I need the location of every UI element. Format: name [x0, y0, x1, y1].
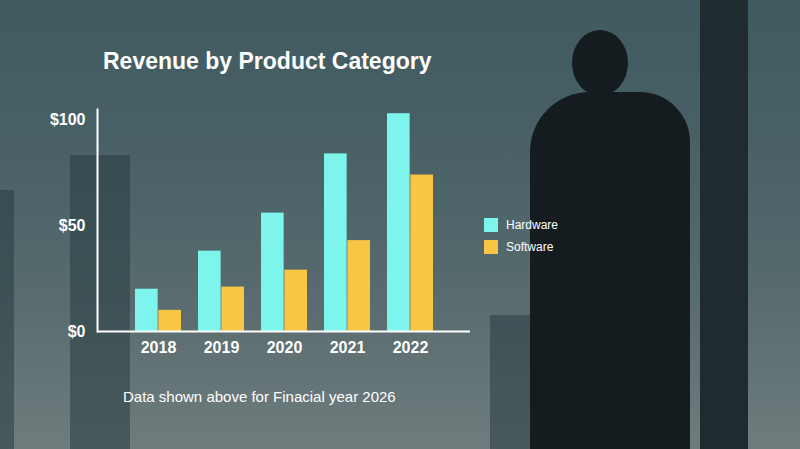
svg-text:2019: 2019 [204, 339, 240, 356]
svg-text:2022: 2022 [393, 339, 429, 356]
svg-text:$50: $50 [59, 217, 86, 234]
html-text:Revenue by Product Category: Revenue by Product Category [103, 48, 432, 74]
html-text:Software: Software [506, 240, 554, 254]
svg-text:2020: 2020 [267, 339, 303, 356]
svg-text:2018: 2018 [141, 339, 177, 356]
html-text:Hardware: Hardware [506, 218, 558, 232]
svg-text:$100: $100 [50, 111, 86, 128]
svg-text:$0: $0 [68, 323, 86, 340]
html-text:Data shown above for Finacial: Data shown above for Finacial year 2026 [123, 388, 396, 405]
svg-text:2021: 2021 [330, 339, 366, 356]
